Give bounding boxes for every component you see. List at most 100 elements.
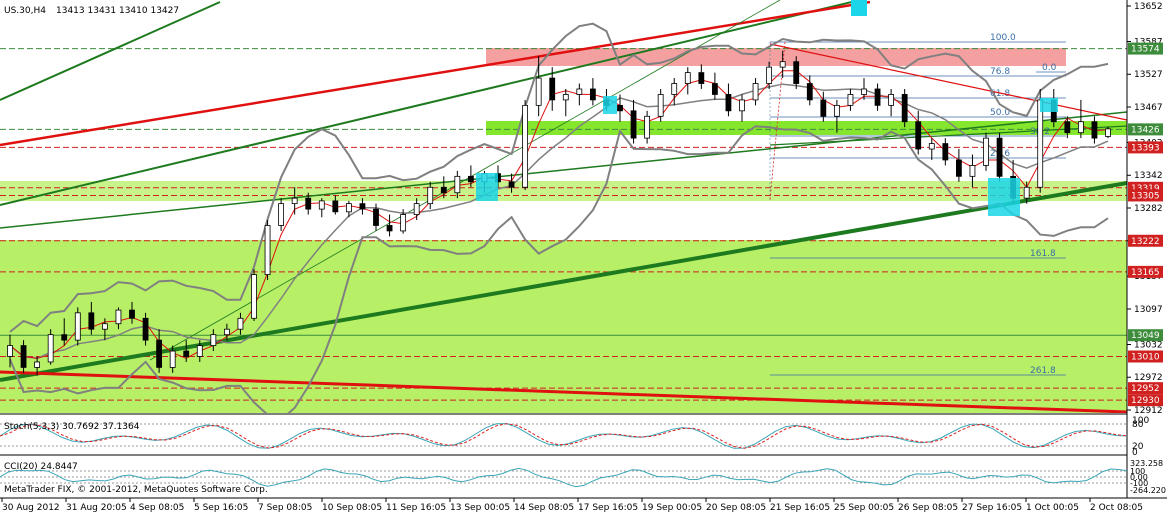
price-tick-label: 13467 [1134,103,1163,113]
time-tick-label: 2 Oct 08:05 [1090,503,1143,513]
candle-body [467,175,474,183]
time-tick-label: 10 Sep 08:05 [322,503,382,513]
price-tag-label: 13305 [1131,191,1160,201]
candle-body [874,88,881,106]
candle-body [237,317,244,330]
candle-body [576,88,583,95]
stoch-tick-label: 20 [1132,442,1144,452]
cci-tick-label: 0.00 [1130,473,1148,482]
candle-body [47,334,54,363]
time-axis: 30 Aug 2012 31 Aug 20:05 4 Sep 08:05 5 Sep … [1,498,1143,513]
candle-body [1023,186,1030,199]
bollinger-middle [9,83,1109,360]
candle-body [210,334,217,346]
cci-line [0,467,1127,488]
time-tick-label: 25 Sep 00:05 [834,503,894,513]
price-tag-box [1128,329,1163,342]
candle-body [318,200,325,210]
candle-body [156,339,163,368]
candle-body [888,94,895,106]
cyan-marker [1040,98,1058,112]
candle-body [806,83,813,101]
candle-body [915,121,922,150]
candle-body [305,197,312,210]
candle-body [264,225,271,276]
candle-body [1091,121,1098,139]
bollinger-upper [9,22,1109,333]
time-tick-label: 17 Sep 16:05 [578,503,638,513]
candle-body [820,99,827,117]
price-tick-label: 13652 [1134,2,1163,12]
price-tick-label: 13282 [1134,204,1163,214]
candle-body [793,61,800,84]
candle-body [996,137,1003,177]
cci-label: CCI(20) 24.8447 [4,462,78,472]
fib-label: 261.8 [1030,366,1056,376]
candle-body [969,165,976,177]
price-tag-box [1128,189,1163,202]
candle-body [74,312,81,341]
candle-body [725,94,732,112]
stochastic-panel[interactable]: Stoch(5,3,3) 30.7692 37.1364 [0,422,1127,449]
price-tag-label: 13222 [1131,237,1160,247]
candle-body [1105,128,1111,137]
price-tag-box [1128,234,1163,247]
price-tick-label: 12972 [1134,373,1163,383]
candle-body [20,345,27,368]
price-tag-box [1128,382,1163,395]
candle-body [901,94,908,123]
candle-body [115,309,122,325]
time-tick-label: 14 Sep 08:05 [514,503,574,513]
time-tick-label: 13 Sep 00:05 [450,503,510,513]
price-tick-label: 13527 [1134,70,1163,80]
price-tag-label: 13049 [1131,331,1160,341]
candle-body [942,143,949,161]
fib-anchor [769,41,786,201]
cci-tick-label: 100 [1130,467,1145,476]
time-tick-label: 27 Sep 16:05 [962,503,1022,513]
candle-body [61,334,68,341]
candle-body [617,104,623,112]
fib-label: 0.0 [1042,63,1057,73]
candle-body [440,186,447,194]
time-tick-label: 1 Oct 00:05 [1026,503,1079,513]
cci-panel[interactable]: CCI(20) 24.8447 MetaTrader FIX, © 2001-2… [0,462,1127,495]
cyan-marker [851,0,867,16]
cci-tick-label: -264.220 [1130,486,1166,495]
candle-body [535,77,542,106]
time-tick-label: 11 Sep 16:05 [386,503,446,513]
trend-line [0,370,1127,413]
time-tick-label: 21 Sep 16:05 [770,503,830,513]
resistance-zone-pink [486,48,1066,66]
candle-body [373,208,379,226]
candle-body [644,115,651,139]
bollinger-lower [9,125,1109,413]
stoch-label: Stoch(5,3,3) 30.7692 37.1364 [4,422,140,432]
trend-line [0,1,221,101]
candle-body [196,345,203,357]
price-tag-box [1128,394,1163,407]
candle-body [101,323,108,330]
candle-body [671,83,678,95]
candle-body [983,137,989,166]
time-tick-label: 5 Sep 16:05 [194,503,248,513]
stoch-tick-label: 0 [1132,448,1138,458]
price-tag-box [1128,42,1163,55]
candle-body [549,77,556,101]
candle-body [332,200,339,213]
cyan-marker [476,173,498,201]
candle-body [129,309,135,319]
support-zone-mid [0,181,1127,201]
candle-body [739,99,745,112]
time-tick-label: 31 Aug 20:05 [66,503,127,513]
price-tag-box [1128,350,1163,363]
time-tick-label: 7 Sep 08:05 [258,503,312,513]
candle-body [698,72,705,84]
trend-line [0,111,1127,229]
cci-tick-label: -100 [1130,479,1148,488]
ohlc-values: 13413 13431 13410 13427 [56,6,179,16]
candle-body [779,61,786,68]
